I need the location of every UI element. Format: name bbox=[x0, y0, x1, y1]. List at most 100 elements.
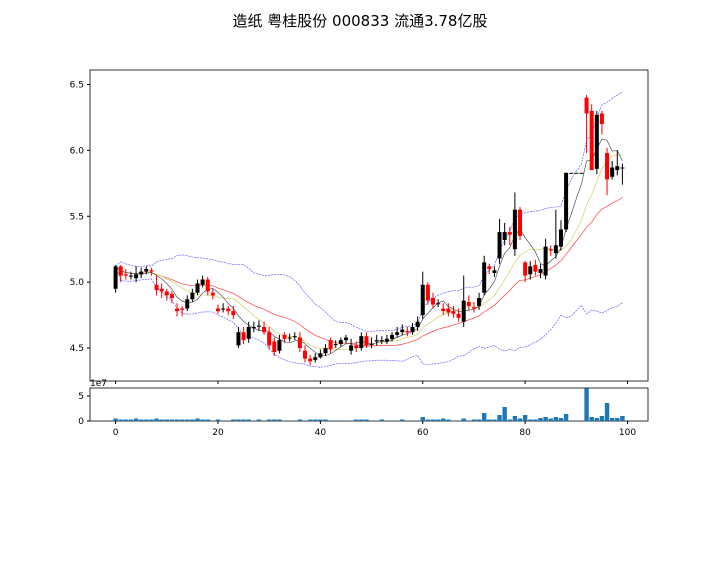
candle bbox=[415, 316, 420, 331]
candle bbox=[518, 207, 523, 240]
candle-body bbox=[236, 332, 241, 346]
candle bbox=[185, 295, 190, 312]
candle-body bbox=[343, 337, 348, 341]
candle bbox=[149, 267, 154, 276]
ma20-line bbox=[115, 197, 623, 347]
volume-bar bbox=[604, 403, 610, 421]
price-axes-frame bbox=[89, 69, 649, 382]
x-tick-label: 20 bbox=[212, 428, 224, 438]
candle-body bbox=[395, 332, 400, 335]
volume-bar bbox=[307, 419, 313, 421]
volume-bar bbox=[364, 419, 369, 421]
volume-bar bbox=[149, 419, 154, 421]
candle bbox=[180, 305, 185, 317]
candle bbox=[410, 323, 415, 335]
candle bbox=[461, 275, 466, 327]
candle bbox=[272, 337, 277, 356]
volume-bar bbox=[533, 419, 538, 421]
candle bbox=[236, 326, 241, 349]
candle-body bbox=[425, 284, 430, 301]
volume-bar bbox=[133, 418, 139, 421]
candle bbox=[615, 150, 620, 176]
candle bbox=[343, 334, 348, 343]
candle-body bbox=[605, 153, 610, 180]
volume-bar bbox=[497, 415, 502, 421]
volume-bar bbox=[169, 419, 175, 421]
volume-bar bbox=[512, 416, 518, 421]
candle bbox=[548, 245, 553, 256]
candle bbox=[338, 337, 343, 347]
volume-bar bbox=[144, 419, 149, 421]
candle bbox=[349, 338, 354, 355]
y-tick-label: 6.0 bbox=[70, 146, 85, 156]
candle-body bbox=[318, 353, 323, 358]
candle-body bbox=[533, 265, 538, 272]
candle bbox=[262, 321, 267, 335]
candle bbox=[256, 320, 261, 331]
volume-bar bbox=[558, 418, 564, 421]
candle-body bbox=[553, 245, 558, 254]
candle bbox=[297, 332, 302, 353]
candle-body bbox=[180, 308, 185, 310]
candle-body bbox=[415, 321, 420, 327]
candle-body bbox=[528, 266, 533, 275]
candle-body bbox=[584, 97, 589, 114]
candle bbox=[579, 172, 584, 174]
candle-body bbox=[599, 113, 604, 125]
candle-body bbox=[564, 172, 569, 230]
candle-body bbox=[118, 266, 123, 276]
candle bbox=[441, 303, 446, 316]
volume-bar bbox=[215, 419, 221, 421]
candle bbox=[430, 292, 435, 309]
candle bbox=[620, 163, 625, 185]
y-tick-label: 5.0 bbox=[70, 278, 85, 288]
candle bbox=[507, 226, 512, 246]
candle bbox=[134, 266, 139, 283]
candle bbox=[169, 291, 174, 304]
candle-body bbox=[471, 307, 476, 309]
candle bbox=[538, 263, 543, 279]
volume-bar bbox=[190, 419, 195, 421]
volume-bar bbox=[185, 419, 190, 421]
candle-body bbox=[579, 172, 584, 174]
candle-body bbox=[328, 340, 333, 350]
volume-bar bbox=[241, 419, 246, 421]
volume-bar bbox=[128, 419, 134, 421]
candle bbox=[200, 275, 205, 288]
volume-bar bbox=[159, 419, 164, 421]
candle bbox=[436, 299, 441, 308]
candle-body bbox=[246, 326, 251, 339]
candle bbox=[584, 95, 589, 154]
candle bbox=[128, 271, 133, 280]
candle-body bbox=[221, 308, 226, 310]
candle bbox=[543, 238, 548, 280]
candle bbox=[528, 261, 533, 280]
volume-bar bbox=[205, 419, 210, 421]
candle bbox=[333, 340, 338, 349]
candle-body bbox=[420, 284, 425, 316]
candle-body bbox=[538, 268, 543, 273]
candle bbox=[451, 305, 456, 318]
candle-body bbox=[349, 345, 354, 351]
candle bbox=[159, 283, 164, 298]
candle bbox=[497, 218, 502, 264]
candle-body bbox=[297, 337, 302, 349]
candle-body bbox=[548, 249, 553, 251]
volume-bar bbox=[313, 419, 318, 421]
candle-body bbox=[333, 344, 338, 346]
volume-bar bbox=[563, 414, 569, 421]
candle-body bbox=[615, 166, 620, 171]
candle-body bbox=[231, 311, 236, 316]
candle bbox=[599, 110, 604, 135]
candle-body bbox=[190, 292, 195, 300]
candle bbox=[318, 349, 323, 359]
x-tick-label: 0 bbox=[113, 428, 119, 438]
candle-body bbox=[410, 326, 415, 333]
volume-bar bbox=[609, 418, 615, 421]
candle-body bbox=[456, 313, 461, 318]
volume-bar bbox=[154, 418, 159, 421]
candle-body bbox=[405, 330, 410, 333]
volume-bar bbox=[118, 419, 123, 421]
candle-body bbox=[446, 308, 451, 313]
